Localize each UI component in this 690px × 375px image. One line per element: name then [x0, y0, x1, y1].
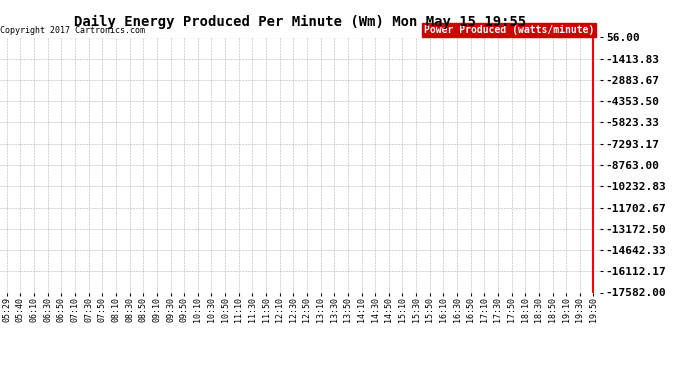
- Text: Daily Energy Produced Per Minute (Wm) Mon May 15 19:55: Daily Energy Produced Per Minute (Wm) Mo…: [74, 15, 526, 29]
- Text: Copyright 2017 Cartronics.com: Copyright 2017 Cartronics.com: [0, 26, 145, 35]
- Text: Power Produced (watts/minute): Power Produced (watts/minute): [424, 25, 594, 35]
